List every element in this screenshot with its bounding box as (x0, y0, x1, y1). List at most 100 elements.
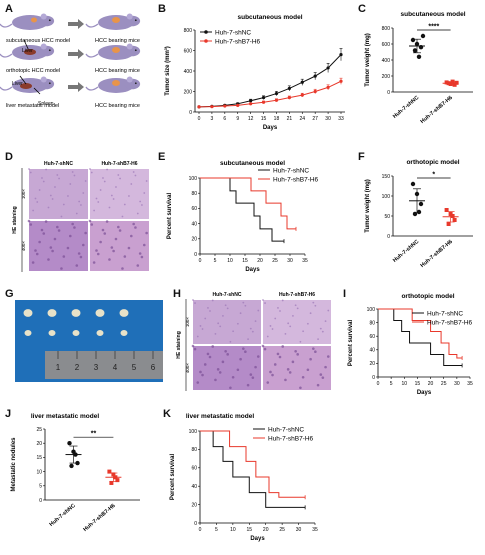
x-tick-label: Huh-7-shNC (49, 503, 77, 528)
data-point (115, 478, 120, 483)
y-tick-label: 100 (382, 194, 391, 200)
tumor-mark (31, 17, 37, 23)
y-tick-label: 20 (36, 441, 42, 447)
ruler-number: 6 (151, 363, 156, 372)
tissue-image (193, 346, 261, 390)
tissue-image (193, 300, 261, 344)
tumor-mark (112, 80, 120, 86)
mouse-eye (134, 49, 137, 52)
x-tick-label: 18 (274, 116, 280, 122)
cell-nucleus (69, 183, 72, 185)
cell-nucleus (141, 204, 143, 206)
cell-nucleus (239, 357, 242, 361)
cell-nucleus (112, 249, 115, 253)
cell-nucleus (40, 228, 44, 232)
data-point (412, 211, 418, 217)
arrow-icon (68, 82, 84, 92)
cell-nucleus (247, 338, 249, 341)
cell-nucleus (214, 378, 217, 382)
x-tick-label: 5 (214, 258, 217, 264)
mouse-tail (0, 53, 13, 58)
panel-a: A subcutaneous HCC model HCC bearing mice… (0, 0, 155, 125)
data-point (420, 33, 426, 39)
cell-nucleus (208, 355, 212, 359)
data-point (111, 472, 116, 477)
cell-nucleus (57, 229, 61, 232)
cell-nucleus (77, 252, 81, 255)
chart-title: subcutaneous model (400, 11, 465, 18)
panel-h: H Huh-7-shNC Huh-7-shB7-H6 HE staining 100×… (170, 285, 340, 395)
y-tick-label: 60 (191, 466, 197, 472)
y-axis-label: Tumor weight (mg) (365, 179, 371, 233)
y-tick-label: 0 (387, 90, 390, 96)
y-tick-label: 100 (189, 429, 198, 435)
cell-nucleus (269, 325, 272, 327)
data-point (67, 441, 72, 446)
x-tick-label: 6 (223, 116, 226, 122)
cell-nucleus (62, 203, 65, 206)
x-tick-label: 25 (279, 527, 285, 533)
panel-g: G 1 2 3 4 5 6 (0, 285, 170, 385)
data-point (249, 102, 253, 106)
cell-nucleus (231, 375, 235, 379)
cell-nucleus (281, 345, 285, 348)
x-tick-label: 0 (199, 527, 202, 533)
y-axis-label: Percent survival (348, 319, 354, 366)
panel-letter: H (173, 288, 181, 300)
cell-nucleus (31, 261, 35, 264)
significance-label: ** (91, 431, 97, 438)
data-point (450, 79, 455, 84)
cell-nucleus (294, 304, 297, 307)
survival-curve (200, 430, 306, 498)
chart-title: orthotopic model (406, 159, 459, 166)
y-tick-label: 0 (39, 498, 42, 504)
significance-label: **** (428, 24, 439, 31)
cell-nucleus (103, 232, 107, 235)
legend-marker (204, 39, 208, 43)
cell-nucleus (145, 180, 148, 182)
tissue-image (29, 169, 88, 219)
mouse-eye (48, 49, 51, 52)
mouse-tail (85, 53, 99, 58)
cell-nucleus (108, 206, 111, 209)
cell-nucleus (242, 347, 245, 350)
cell-nucleus (80, 204, 82, 206)
cell-nucleus (199, 370, 202, 374)
y-tick-label: 0 (189, 110, 192, 116)
data-point (210, 105, 214, 109)
legend-label: Huh-7-shNC (273, 168, 309, 175)
data-point (339, 53, 343, 57)
cell-nucleus (69, 234, 72, 238)
cell-nucleus (246, 383, 250, 387)
cell-nucleus (118, 229, 122, 232)
x-tick-label: 25 (441, 381, 447, 387)
tumor-specimen (72, 330, 80, 336)
cell-nucleus (28, 168, 30, 170)
cell-nucleus (38, 189, 41, 191)
chart-c: 0 200 400 600 800 Tumor weight (mg) subcutaneo… (365, 11, 473, 125)
cell-nucleus (296, 307, 299, 310)
panel-c: C 0 200 400 600 800 Tumor weight (mg) subcutan… (355, 0, 485, 145)
tissue-image (90, 169, 149, 219)
cell-nucleus (92, 261, 96, 264)
y-tick-label: 0 (194, 521, 197, 527)
cell-nucleus (266, 381, 270, 384)
legend-label: Huh-7-shB7-H6 (215, 39, 261, 46)
x-tick-label: 9 (236, 116, 239, 122)
panel-letter: A (5, 3, 13, 15)
column-label: Huh-7-shNC (213, 292, 242, 298)
cell-nucleus (110, 194, 113, 197)
cell-nucleus (97, 201, 100, 203)
panel-letter: C (358, 3, 366, 15)
organ-label: Liver (22, 48, 33, 54)
cell-nucleus (103, 180, 106, 183)
data-point (300, 80, 304, 84)
cell-nucleus (106, 168, 109, 171)
x-tick-label: 10 (227, 258, 233, 264)
panel-d: D Huh-7-shNC Huh-7-shB7-H6 HE staining 100×… (0, 148, 155, 276)
cell-nucleus (274, 317, 277, 320)
cell-nucleus (317, 338, 319, 341)
y-tick-label: 100 (367, 307, 376, 313)
data-point (236, 103, 240, 107)
